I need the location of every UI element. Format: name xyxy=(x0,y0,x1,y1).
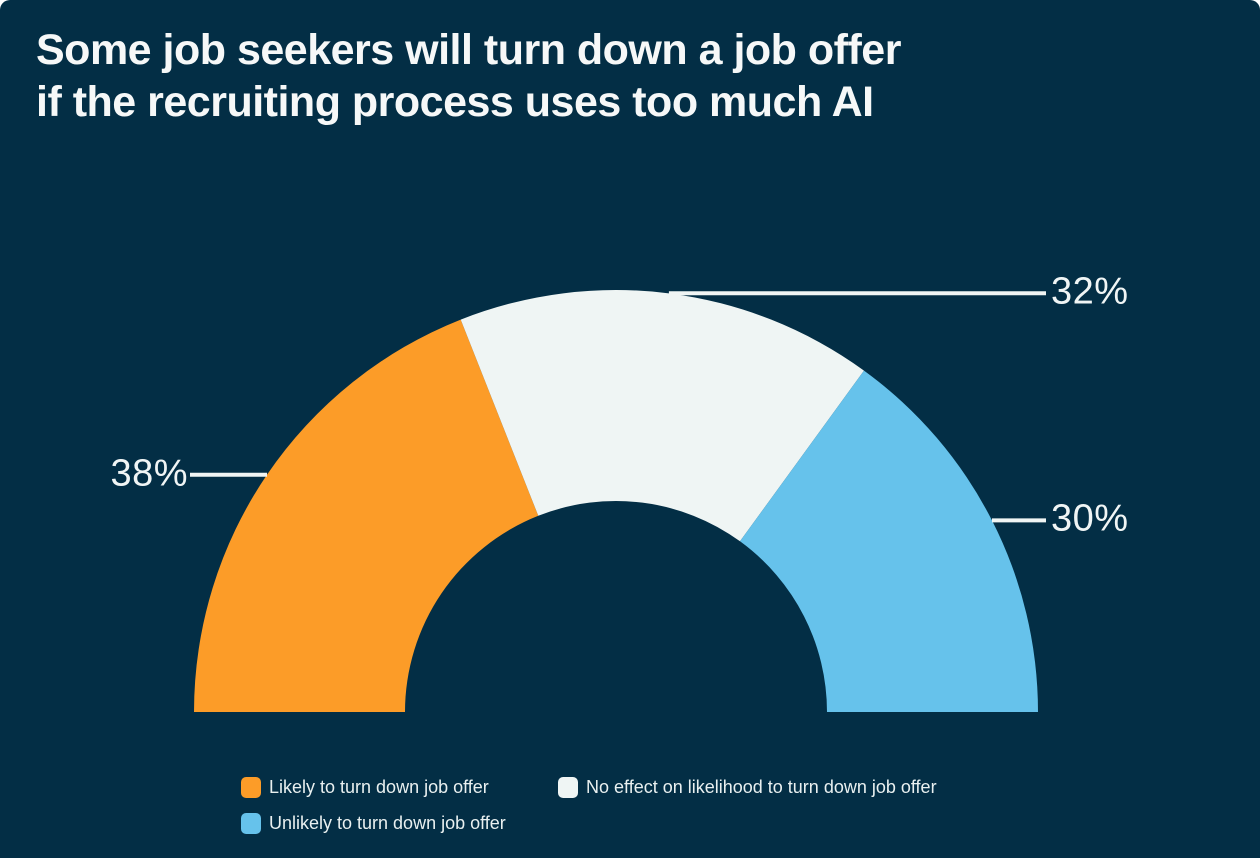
value-label-unlikely: 30% xyxy=(1051,497,1129,540)
chart-title-line-1: Some job seekers will turn down a job of… xyxy=(36,26,901,74)
chart-title: Some job seekers will turn down a job of… xyxy=(36,24,901,128)
value-label-no-effect: 32% xyxy=(1051,270,1129,313)
donut-segment-0 xyxy=(194,319,539,712)
value-label-likely: 38% xyxy=(110,452,188,495)
chart-title-line-2: if the recruiting process uses too much … xyxy=(36,78,874,126)
donut-segment-2 xyxy=(740,370,1038,712)
donut-segment-1 xyxy=(460,290,864,542)
